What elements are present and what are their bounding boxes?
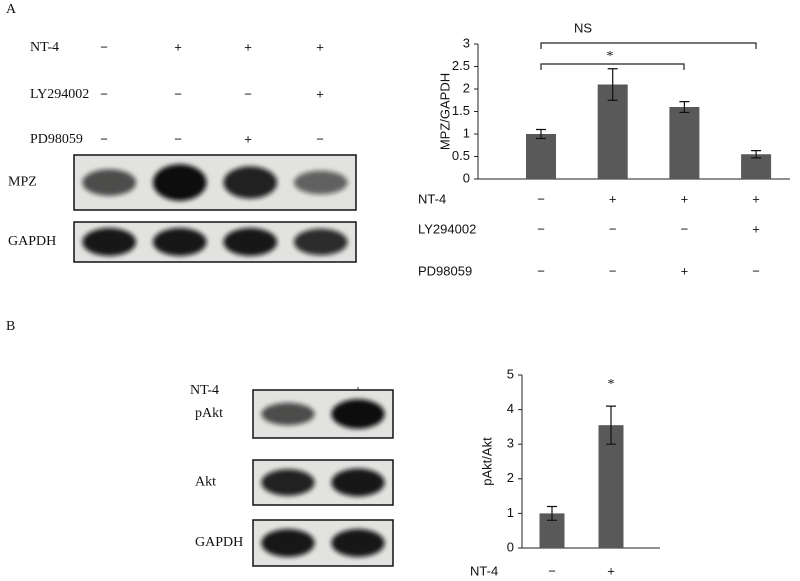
y-tick-label: 0 xyxy=(463,170,470,185)
y-tick-label: 2 xyxy=(507,470,514,485)
condition-sign: − xyxy=(244,86,252,101)
y-tick-label: 0.5 xyxy=(452,148,470,163)
condition-sign: + xyxy=(752,221,760,236)
condition-sign: − xyxy=(681,221,689,236)
condition-label: PD98059 xyxy=(30,132,83,147)
blot-band xyxy=(82,169,137,196)
condition-sign: + xyxy=(316,39,324,54)
y-tick-label: 2 xyxy=(463,80,470,95)
y-axis-label: pAkt/Akt xyxy=(479,437,494,486)
blot-band xyxy=(261,469,315,496)
annotation: * xyxy=(608,377,615,392)
condition-sign: + xyxy=(681,263,689,278)
y-tick-label: 3 xyxy=(463,35,470,50)
condition-sign: − xyxy=(100,39,108,54)
y-tick-label: 1 xyxy=(507,505,514,520)
bar xyxy=(598,425,624,548)
annotation: * xyxy=(607,49,614,64)
condition-sign: + xyxy=(752,191,760,206)
bar xyxy=(526,134,556,179)
error-bar xyxy=(751,150,762,159)
blot-row-label: GAPDH xyxy=(8,234,56,249)
condition-sign: + xyxy=(609,191,617,206)
condition-sign: + xyxy=(681,191,689,206)
blot-band xyxy=(331,468,385,497)
blot-band xyxy=(331,399,385,429)
y-axis-label: MPZ/GAPDH xyxy=(437,73,452,150)
condition-sign: + xyxy=(174,39,182,54)
error-bar xyxy=(607,68,618,101)
condition-label: NT-4 xyxy=(470,563,498,578)
condition-sign: − xyxy=(548,563,556,578)
error-bar xyxy=(547,505,557,521)
condition-sign: − xyxy=(100,86,108,101)
blot-row-label: pAkt xyxy=(195,406,223,421)
bar xyxy=(669,107,700,179)
bracket xyxy=(540,42,757,49)
condition-sign: + xyxy=(316,86,324,101)
condition-label: PD98059 xyxy=(418,263,472,278)
blot-band xyxy=(152,228,207,256)
y-tick-label: 3 xyxy=(507,436,514,451)
blot-band xyxy=(261,402,315,426)
y-tick-label: 2.5 xyxy=(452,58,470,73)
blot-band xyxy=(152,164,207,201)
blot-row-label: Akt xyxy=(195,475,216,490)
condition-label: NT-4 xyxy=(30,40,59,55)
blot-row-label: GAPDH xyxy=(195,535,243,550)
panel-label: A xyxy=(6,2,17,17)
y-tick-label: 0 xyxy=(507,539,514,554)
condition-sign: − xyxy=(609,263,617,278)
condition-sign: − xyxy=(537,263,545,278)
blot-row-label: MPZ xyxy=(8,175,37,190)
blot-band xyxy=(261,529,315,557)
bracket xyxy=(540,63,685,70)
error-bar xyxy=(679,101,690,113)
condition-sign: − xyxy=(100,131,108,146)
panel-label: B xyxy=(6,319,15,334)
condition-label: NT-4 xyxy=(418,191,446,206)
y-tick-label: 1.5 xyxy=(452,103,470,118)
y-tick-label: 4 xyxy=(507,401,514,416)
blot-band xyxy=(331,529,385,557)
condition-sign: − xyxy=(316,131,324,146)
condition-sign: − xyxy=(752,263,760,278)
condition-sign: − xyxy=(174,86,182,101)
condition-sign: − xyxy=(537,191,545,206)
condition-sign: − xyxy=(609,221,617,236)
condition-sign: − xyxy=(537,221,545,236)
condition-label: NT-4 xyxy=(190,383,219,398)
annotation: NS xyxy=(574,20,592,35)
blot-band xyxy=(223,228,278,256)
blot-band xyxy=(293,170,348,195)
blot-band xyxy=(82,228,137,256)
error-bar xyxy=(606,405,616,445)
condition-sign: + xyxy=(244,131,252,146)
condition-label: LY294002 xyxy=(418,221,476,236)
condition-sign: − xyxy=(174,131,182,146)
condition-label: LY294002 xyxy=(30,87,89,102)
blot-band xyxy=(293,228,348,256)
y-tick-label: 5 xyxy=(507,366,514,381)
condition-sign: + xyxy=(244,39,252,54)
error-bar xyxy=(536,128,546,140)
blot-band xyxy=(223,166,278,199)
condition-sign: + xyxy=(607,563,615,578)
y-tick-label: 1 xyxy=(463,125,470,140)
